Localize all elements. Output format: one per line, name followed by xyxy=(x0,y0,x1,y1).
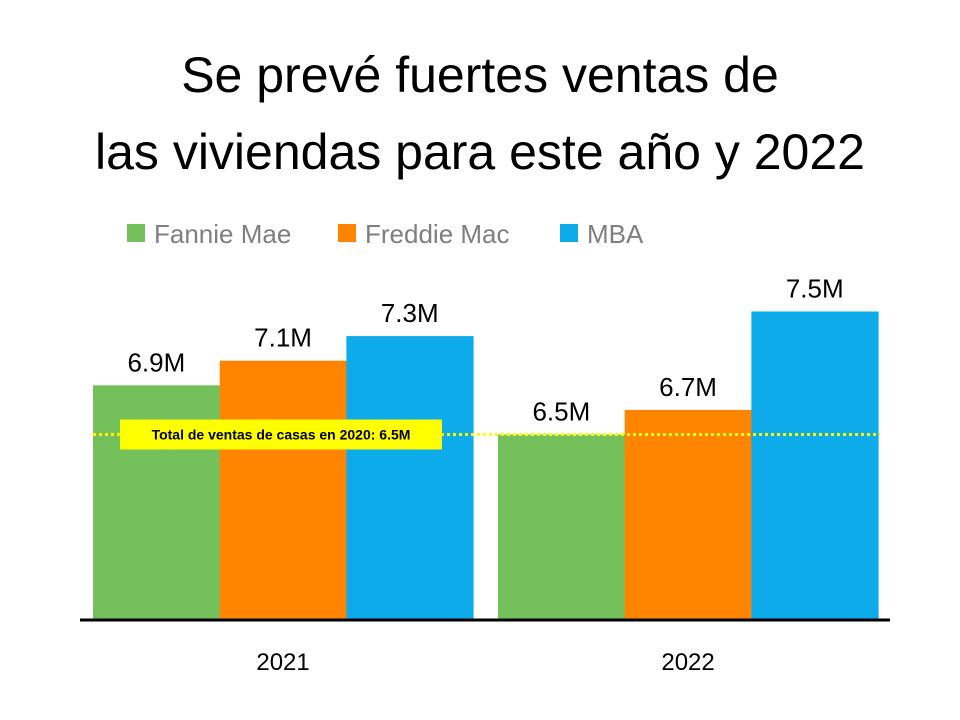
bar-2022-2 xyxy=(751,311,879,619)
legend-label-1: Freddie Mac xyxy=(365,219,510,249)
bar-2022-1 xyxy=(624,409,752,619)
bar-2021-2 xyxy=(346,336,474,619)
data-label-2021-2: 7.3M xyxy=(381,298,439,328)
x-tick-label-2022: 2022 xyxy=(661,649,714,676)
data-label-2022-2: 7.5M xyxy=(786,274,844,304)
chart-title-line-2: las viviendas para este año y 2022 xyxy=(95,124,865,180)
chart-title-line-1: Se prevé fuertes ventas de xyxy=(181,47,779,103)
bar-2022-0 xyxy=(498,434,626,619)
legend-swatch-1 xyxy=(338,224,356,242)
reference-label: Total de ventas de casas en 2020: 6.5M xyxy=(152,427,411,443)
legend-swatch-2 xyxy=(560,224,578,242)
bar-2021-1 xyxy=(219,360,347,619)
data-label-2022-0: 6.5M xyxy=(532,397,590,427)
data-label-2021-0: 6.9M xyxy=(127,347,185,377)
legend-swatch-0 xyxy=(127,224,145,242)
legend-label-2: MBA xyxy=(587,219,644,249)
reference-label-box xyxy=(120,419,442,450)
data-label-2021-1: 7.1M xyxy=(254,323,312,353)
x-tick-label-2021: 2021 xyxy=(256,649,309,676)
data-label-2022-1: 6.7M xyxy=(659,372,717,402)
legend-label-0: Fannie Mae xyxy=(154,219,291,249)
